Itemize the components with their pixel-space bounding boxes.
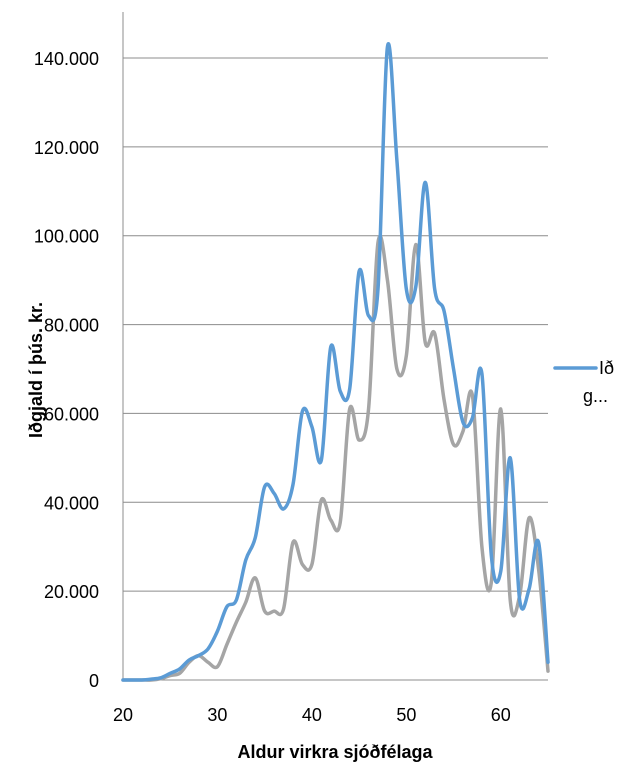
legend-label-line2: g... bbox=[583, 386, 608, 406]
legend: Ið g... bbox=[553, 358, 614, 406]
tick-labels: 0 20.000 40.000 60.000 80.000 100.000 120.000 1… bbox=[34, 49, 511, 725]
y-tick-label: 60.000 bbox=[44, 404, 99, 424]
y-tick-label: 20.000 bbox=[44, 582, 99, 602]
series-line-2 bbox=[121, 234, 550, 682]
gridlines bbox=[123, 57, 548, 592]
y-tick-label: 140.000 bbox=[34, 49, 99, 69]
y-tick-label: 0 bbox=[89, 671, 99, 691]
series-lines bbox=[121, 42, 550, 682]
x-axis-title: Aldur virkra sjóðfélaga bbox=[237, 742, 433, 762]
x-tick-label: 50 bbox=[396, 705, 416, 725]
series-line-1 bbox=[121, 42, 550, 682]
y-tick-label: 80.000 bbox=[44, 316, 99, 336]
x-tick-label: 40 bbox=[302, 705, 322, 725]
y-tick-label: 100.000 bbox=[34, 227, 99, 247]
x-tick-label: 60 bbox=[491, 705, 511, 725]
y-tick-label: 40.000 bbox=[44, 493, 99, 513]
y-axis-title: Iðgjald í þús. kr. bbox=[26, 302, 46, 438]
y-tick-label: 120.000 bbox=[34, 138, 99, 158]
x-tick-label: 20 bbox=[113, 705, 133, 725]
x-tick-label: 30 bbox=[207, 705, 227, 725]
legend-label-line1: Ið bbox=[599, 358, 614, 378]
axes bbox=[122, 12, 548, 681]
